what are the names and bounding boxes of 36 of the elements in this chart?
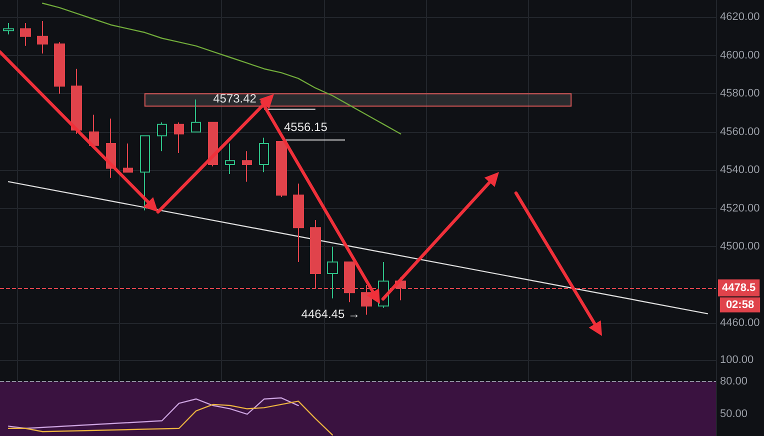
annotation: 4573.42 [213, 91, 257, 106]
line-series [42, 2, 402, 134]
candlestick [242, 150, 252, 182]
text: 02:58 [726, 298, 754, 311]
annotation: 4464.45 → [301, 307, 360, 321]
y-tick-label: 4520.00 [720, 202, 760, 214]
candlestick [276, 141, 287, 198]
y-tick-label: 100.00 [720, 354, 754, 366]
ref-line-label: 4478.5 [722, 282, 756, 294]
candlestick [89, 114, 99, 146]
candlestick [3, 22, 14, 35]
candlestick [140, 135, 150, 211]
y-tick-label: 4580.00 [720, 88, 760, 100]
candlestick [191, 98, 201, 132]
candlestick [123, 142, 133, 173]
y-tick-label: 4600.00 [720, 49, 760, 62]
candlestick [37, 20, 48, 54]
annotation: 4556.15 [284, 120, 328, 134]
y-tick-label: 4500.00 [720, 240, 760, 253]
y-tick-label: 4540.00 [720, 164, 760, 176]
candlestick [54, 42, 65, 94]
line-series [8, 397, 299, 429]
candlestick [157, 122, 167, 152]
y-tick-label: 4620.00 [720, 11, 760, 24]
candlestick [20, 22, 31, 46]
candlestick [71, 68, 82, 134]
y-tick-label: 80.00 [720, 376, 748, 388]
y-tick-label: 4460.00 [720, 317, 760, 330]
candlestick [174, 122, 184, 154]
candlestick [225, 142, 235, 175]
y-tick-label: 50.00 [720, 408, 748, 420]
candlestick [293, 183, 304, 263]
candlestick [259, 137, 269, 173]
candlestick [327, 246, 338, 299]
y-tick-label: 4560.00 [720, 126, 760, 138]
line-series [8, 400, 334, 436]
